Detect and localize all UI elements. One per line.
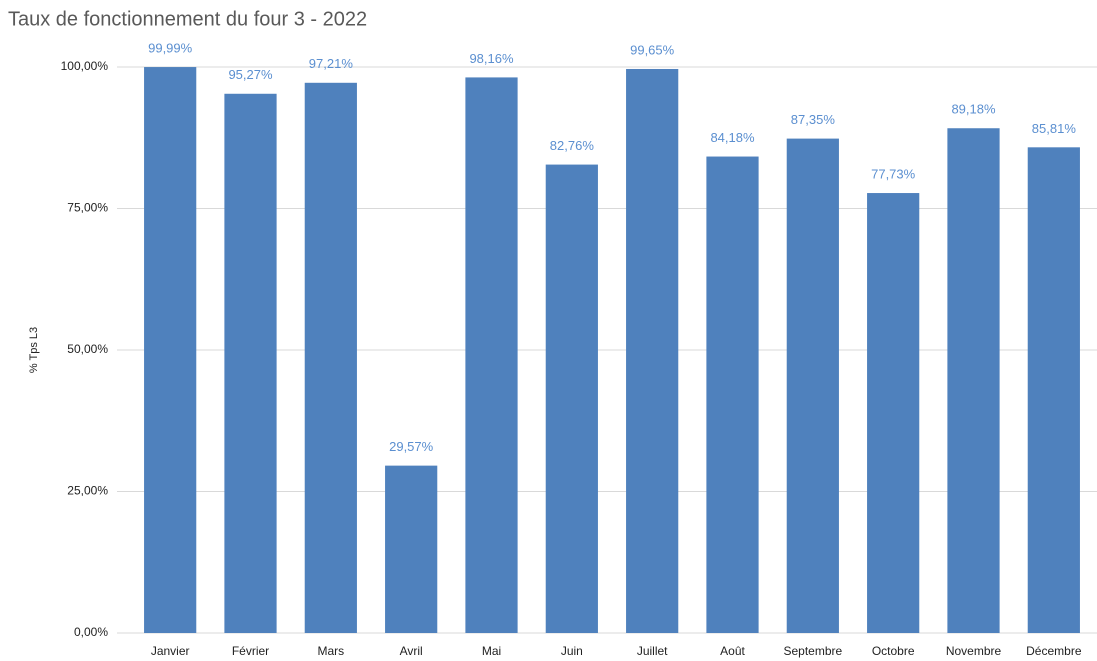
bar — [304, 82, 357, 634]
x-tick-label: Mai — [482, 644, 501, 658]
value-label: 99,99% — [148, 40, 193, 55]
x-tick-label: Décembre — [1026, 644, 1082, 658]
x-tick-label: Novembre — [946, 644, 1002, 658]
value-label: 99,65% — [630, 42, 675, 57]
bar — [545, 164, 598, 633]
value-label: 29,57% — [389, 439, 434, 454]
value-label: 95,27% — [228, 67, 273, 82]
x-tick-label: Juin — [561, 644, 583, 658]
bar — [144, 67, 197, 634]
bar — [786, 138, 839, 633]
x-tick-label: Février — [232, 644, 269, 658]
bar — [626, 68, 679, 633]
x-tick-label: Mars — [317, 644, 344, 658]
bar — [224, 93, 277, 634]
x-tick-label: Août — [720, 644, 745, 658]
x-tick-label: Avril — [400, 644, 423, 658]
y-tick-label: 50,00% — [67, 342, 108, 356]
x-tick-label: Septembre — [783, 644, 842, 658]
bar — [1027, 147, 1080, 633]
value-label: 97,21% — [309, 56, 354, 71]
value-label: 85,81% — [1032, 121, 1077, 136]
x-tick-label: Juillet — [637, 644, 668, 658]
value-label: 87,35% — [791, 112, 836, 127]
value-label: 82,76% — [550, 138, 595, 153]
bar — [706, 156, 759, 633]
x-tick-label: Janvier — [151, 644, 190, 658]
y-axis-title: % Tps L3 — [28, 327, 40, 373]
value-label: 98,16% — [469, 51, 514, 66]
bar — [947, 128, 1000, 633]
x-tick-label: Octobre — [872, 644, 915, 658]
value-label: 77,73% — [871, 166, 916, 181]
y-tick-label: 0,00% — [74, 625, 108, 639]
value-label: 84,18% — [710, 130, 755, 145]
chart-title: Taux de fonctionnement du four 3 - 2022 — [8, 8, 367, 30]
value-label: 89,18% — [951, 102, 996, 117]
bar — [867, 193, 920, 633]
y-tick-label: 25,00% — [67, 484, 108, 498]
y-tick-label: 75,00% — [67, 201, 108, 215]
bar — [465, 77, 518, 633]
bar — [385, 465, 438, 633]
y-tick-label: 100,00% — [61, 59, 109, 73]
